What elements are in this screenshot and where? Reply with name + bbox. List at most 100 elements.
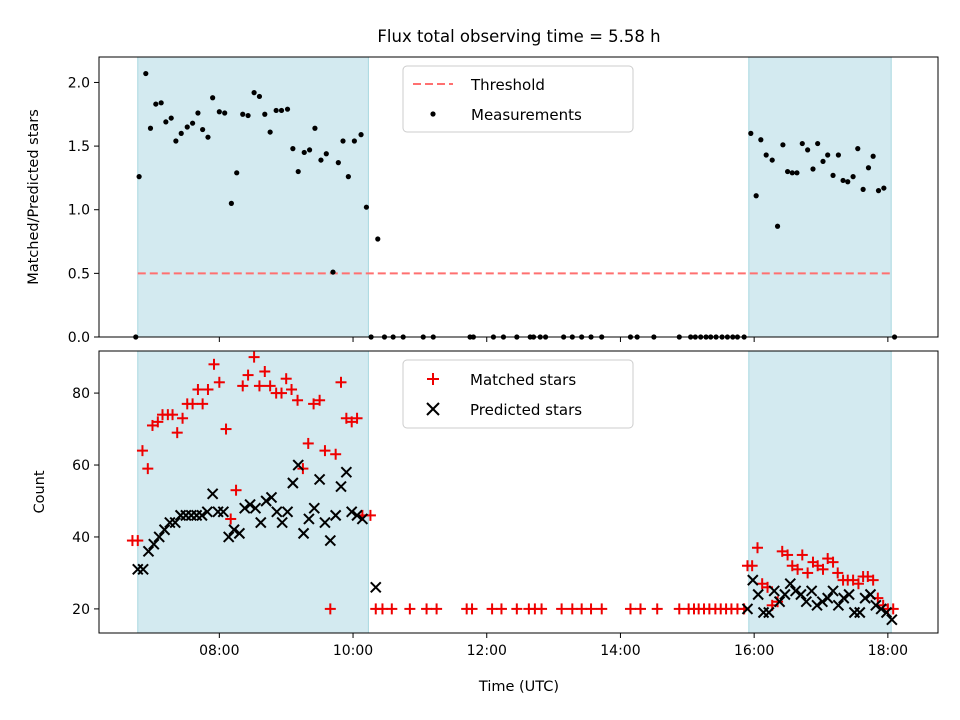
top-y-axis-label: Matched/Predicted stars (26, 109, 42, 285)
measurement-point (136, 174, 142, 180)
matched-star-point (421, 603, 433, 615)
y-tick-label: 2.0 (68, 75, 90, 91)
measurement-point (323, 151, 329, 157)
predicted-star-point (319, 516, 331, 529)
matched-star-point (259, 366, 271, 378)
predicted-star-point (196, 509, 208, 522)
measurement-point (375, 236, 381, 242)
bottom-legend: Matched stars Predicted stars (402, 359, 634, 429)
matched-star-point (324, 603, 336, 615)
predicted-star-point (313, 473, 326, 486)
predicted-star-point (795, 588, 807, 601)
predicted-star-point (843, 588, 855, 601)
matched-star-point (237, 380, 249, 392)
matched-star-point (132, 535, 144, 547)
matched-star-point (276, 387, 288, 399)
predicted-star-point (271, 506, 283, 518)
predicted-star-point (886, 613, 898, 626)
predicted-star-point (201, 506, 214, 518)
matched-star-point (386, 603, 398, 615)
measurement-point (860, 186, 866, 192)
matched-star-point (220, 423, 232, 435)
predicted-star-point (137, 563, 149, 576)
matched-star-point (376, 603, 388, 615)
matched-star-point (319, 445, 331, 457)
matched-star-point (832, 567, 844, 579)
matched-star-point (248, 351, 260, 363)
matched-star-point (673, 603, 685, 615)
measurement-point (147, 125, 154, 131)
matched-star-point (576, 603, 588, 615)
predicted-star-point (308, 502, 320, 514)
y-tick-label: 1.0 (68, 203, 90, 219)
measurement-point (875, 188, 882, 194)
measurement-point (799, 140, 805, 147)
x-tick-label: 08:00 (199, 643, 239, 659)
measurement-point (845, 179, 851, 185)
predicted-star-point (880, 606, 893, 619)
bottom-panel-frame (98, 350, 939, 634)
predicted-star-point (800, 595, 813, 608)
matched-star-point (536, 603, 548, 615)
predicted-star-point (297, 527, 310, 540)
measurement-point (340, 138, 346, 144)
matched-star-point (351, 412, 363, 424)
matched-star-point (253, 380, 265, 392)
matched-star-point (208, 358, 220, 370)
measurement-point (850, 174, 856, 180)
measurement-point (240, 111, 246, 117)
measurement-point (216, 109, 222, 115)
matched-star-point (225, 513, 237, 525)
top-shaded-spans (137, 56, 892, 338)
matched-star-point (495, 603, 507, 615)
matched-star-point (142, 463, 154, 475)
matched-star-point (596, 603, 608, 615)
measurement-point (189, 120, 196, 126)
matched-star-point (852, 578, 864, 590)
predicted-star-point (303, 513, 315, 525)
matched-star-point (431, 603, 443, 615)
measurement-point (815, 140, 821, 147)
matched-star-point (782, 549, 794, 561)
predicted-stars-points (132, 459, 898, 626)
y-tick-label: 80 (72, 386, 90, 402)
measurement-point (278, 107, 285, 114)
legend-predicted-label: Predicted stars (470, 401, 582, 419)
measurement-point (840, 177, 846, 184)
matched-star-point (171, 427, 183, 439)
measurement-point (335, 160, 341, 166)
x-tick-label: 18:00 (868, 643, 908, 659)
measurement-point (363, 204, 370, 210)
predicted-star-point (773, 595, 786, 608)
measurement-point (784, 168, 791, 175)
predicted-star-point (870, 599, 882, 612)
matched-star-point (330, 448, 342, 460)
predicted-star-point (255, 516, 267, 529)
matched-star-point (292, 394, 304, 406)
predicted-star-point (228, 524, 240, 536)
bottom-x-axis-ticks: 08:00 10:00 12:00 14:00 16:00 18:00 (199, 633, 908, 659)
x-axis-label: Time (UTC) (478, 679, 559, 695)
predicted-star-point (805, 585, 818, 597)
matched-star-point (213, 376, 225, 388)
predicted-star-point (875, 603, 887, 615)
measurement-point (178, 130, 184, 136)
figure-title: Flux total observing time = 5.58 h (377, 27, 660, 46)
measurement-point (794, 170, 800, 176)
predicted-star-point (351, 509, 363, 522)
matched-star-point (404, 603, 416, 615)
measurement-point (290, 146, 296, 152)
predicted-star-point (838, 592, 850, 604)
matched-star-point (136, 445, 148, 457)
measurement-point (318, 157, 324, 163)
predicted-star-point (265, 491, 278, 504)
matched-star-point (152, 416, 164, 428)
matched-star-point (192, 383, 204, 395)
measurement-point (262, 111, 268, 117)
predicted-star-point (827, 585, 839, 597)
measurement-point (763, 152, 769, 158)
matched-star-point (242, 369, 254, 381)
measurement-point (200, 126, 206, 133)
measurement-point (865, 165, 872, 171)
measurement-point (330, 269, 336, 275)
